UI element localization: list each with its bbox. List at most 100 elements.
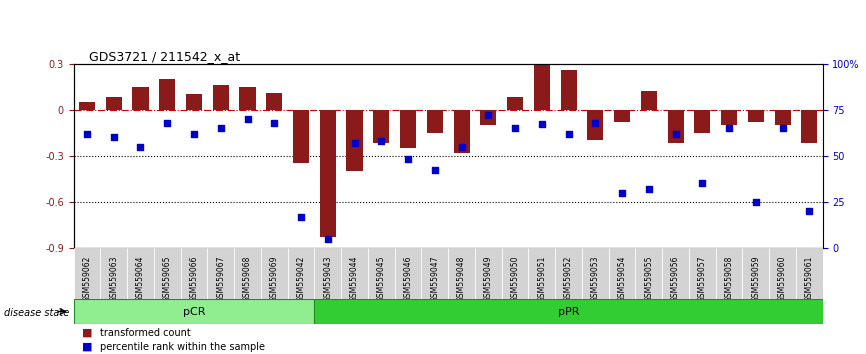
FancyBboxPatch shape bbox=[528, 248, 555, 299]
Text: GSM559065: GSM559065 bbox=[163, 256, 171, 302]
Point bbox=[642, 186, 656, 192]
FancyBboxPatch shape bbox=[609, 248, 636, 299]
Text: GSM559068: GSM559068 bbox=[243, 256, 252, 302]
Text: GSM559052: GSM559052 bbox=[564, 256, 573, 302]
Text: percentile rank within the sample: percentile rank within the sample bbox=[100, 342, 265, 352]
Point bbox=[749, 199, 763, 205]
Bar bbox=[614, 110, 630, 122]
FancyBboxPatch shape bbox=[662, 248, 689, 299]
Point bbox=[455, 144, 469, 149]
FancyBboxPatch shape bbox=[341, 248, 368, 299]
Text: GSM559049: GSM559049 bbox=[484, 256, 493, 302]
Bar bbox=[400, 110, 416, 148]
Bar bbox=[695, 110, 710, 133]
Text: GSM559064: GSM559064 bbox=[136, 256, 145, 302]
Text: GDS3721 / 211542_x_at: GDS3721 / 211542_x_at bbox=[88, 50, 240, 63]
Text: GSM559053: GSM559053 bbox=[591, 256, 600, 302]
Bar bbox=[454, 110, 469, 153]
Bar bbox=[747, 110, 764, 122]
FancyBboxPatch shape bbox=[769, 248, 796, 299]
Text: pPR: pPR bbox=[558, 307, 579, 316]
FancyBboxPatch shape bbox=[395, 248, 422, 299]
Bar bbox=[79, 102, 95, 110]
Bar bbox=[427, 110, 443, 133]
Bar bbox=[721, 110, 737, 125]
FancyBboxPatch shape bbox=[207, 248, 234, 299]
Point bbox=[803, 208, 817, 214]
Point bbox=[615, 190, 629, 195]
Point bbox=[588, 120, 602, 125]
Text: GSM559055: GSM559055 bbox=[644, 256, 653, 302]
Point bbox=[508, 125, 522, 131]
FancyBboxPatch shape bbox=[715, 248, 742, 299]
Point bbox=[241, 116, 255, 122]
Bar bbox=[560, 70, 577, 110]
Bar bbox=[293, 110, 309, 164]
Bar bbox=[106, 97, 122, 110]
FancyBboxPatch shape bbox=[181, 248, 207, 299]
FancyBboxPatch shape bbox=[449, 248, 475, 299]
Text: ■: ■ bbox=[82, 342, 93, 352]
FancyBboxPatch shape bbox=[475, 248, 501, 299]
Text: GSM559060: GSM559060 bbox=[778, 256, 787, 302]
Point bbox=[562, 131, 576, 137]
Bar bbox=[266, 93, 282, 110]
Text: GSM559043: GSM559043 bbox=[323, 256, 333, 302]
FancyBboxPatch shape bbox=[261, 248, 288, 299]
Text: GSM559059: GSM559059 bbox=[752, 256, 760, 302]
Bar bbox=[132, 87, 148, 110]
Text: ■: ■ bbox=[82, 328, 93, 338]
Bar bbox=[320, 110, 336, 237]
Bar bbox=[668, 110, 683, 143]
Text: GSM559051: GSM559051 bbox=[537, 256, 546, 302]
Bar bbox=[641, 91, 656, 110]
Point bbox=[695, 181, 709, 186]
Text: GSM559061: GSM559061 bbox=[805, 256, 814, 302]
Text: GSM559063: GSM559063 bbox=[109, 256, 119, 302]
Text: GSM559050: GSM559050 bbox=[511, 256, 520, 302]
FancyBboxPatch shape bbox=[636, 248, 662, 299]
Point bbox=[722, 125, 736, 131]
Bar bbox=[346, 110, 363, 171]
Point bbox=[347, 140, 361, 146]
Text: GSM559057: GSM559057 bbox=[698, 256, 707, 302]
Text: GSM559045: GSM559045 bbox=[377, 256, 385, 302]
FancyBboxPatch shape bbox=[689, 248, 715, 299]
Bar bbox=[774, 110, 791, 125]
Bar bbox=[373, 110, 390, 143]
Point bbox=[80, 131, 94, 137]
Bar bbox=[533, 65, 550, 110]
Text: GSM559046: GSM559046 bbox=[404, 256, 412, 302]
Bar bbox=[801, 110, 818, 143]
FancyBboxPatch shape bbox=[154, 248, 181, 299]
Bar bbox=[507, 97, 523, 110]
Point bbox=[160, 120, 174, 125]
Text: GSM559058: GSM559058 bbox=[725, 256, 734, 302]
Text: GSM559066: GSM559066 bbox=[190, 256, 198, 302]
FancyBboxPatch shape bbox=[422, 248, 449, 299]
Text: GSM559054: GSM559054 bbox=[617, 256, 626, 302]
FancyBboxPatch shape bbox=[501, 248, 528, 299]
FancyBboxPatch shape bbox=[127, 248, 154, 299]
Bar bbox=[159, 79, 175, 110]
FancyBboxPatch shape bbox=[368, 248, 395, 299]
Bar bbox=[213, 85, 229, 110]
FancyBboxPatch shape bbox=[742, 248, 769, 299]
Point bbox=[320, 236, 334, 241]
Point bbox=[481, 113, 495, 118]
Text: GSM559056: GSM559056 bbox=[671, 256, 680, 302]
FancyBboxPatch shape bbox=[234, 248, 261, 299]
Point bbox=[187, 131, 201, 137]
Bar bbox=[240, 87, 255, 110]
Point bbox=[133, 144, 147, 149]
Text: GSM559062: GSM559062 bbox=[82, 256, 92, 302]
FancyBboxPatch shape bbox=[314, 248, 341, 299]
FancyBboxPatch shape bbox=[74, 248, 100, 299]
Point bbox=[268, 120, 281, 125]
FancyBboxPatch shape bbox=[314, 299, 823, 324]
Text: GSM559069: GSM559069 bbox=[270, 256, 279, 302]
Point bbox=[776, 125, 790, 131]
Text: pCR: pCR bbox=[183, 307, 205, 316]
Text: GSM559067: GSM559067 bbox=[216, 256, 225, 302]
Bar bbox=[587, 110, 604, 141]
